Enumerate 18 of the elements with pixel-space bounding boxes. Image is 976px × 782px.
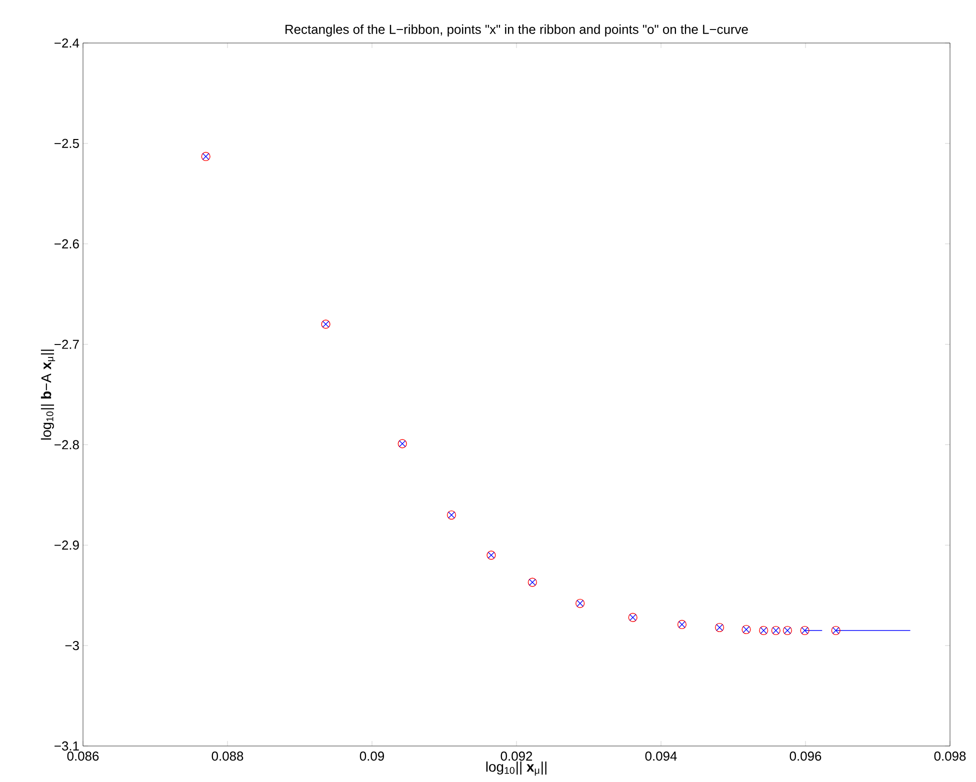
y-tick-label: −2.6 <box>54 239 79 248</box>
y-tick-label: −2.7 <box>54 340 79 349</box>
chart-title: Rectangles of the L−ribbon, points "x" in the ribbon and points "o" on the L−curve <box>286 24 748 36</box>
y-axis-title: log$_{10}$|| b−A x$_{μ}$|| <box>40 350 56 440</box>
y-tick-label: −2.4 <box>54 38 80 48</box>
x-tick-label: 0.094 <box>645 752 677 761</box>
x-tick-label: 0.09 <box>360 752 384 761</box>
x-tick-label: 0.096 <box>790 752 822 761</box>
y-tick-label: −2.5 <box>54 138 79 148</box>
x-tick-label: 0.088 <box>212 752 244 761</box>
x-axis-title: log$_{10}$|| x$_{μ}$|| <box>486 762 546 776</box>
y-tick-label: −3 <box>65 640 79 650</box>
y-tick-label: −2.8 <box>54 440 79 450</box>
x-tick-label: 0.098 <box>934 752 966 761</box>
x-tick-label: 0.086 <box>67 752 99 761</box>
x-tick-label: 0.092 <box>500 752 532 761</box>
y-tick-label: −3.1 <box>54 741 79 751</box>
y-tick-label: −2.9 <box>54 540 79 550</box>
